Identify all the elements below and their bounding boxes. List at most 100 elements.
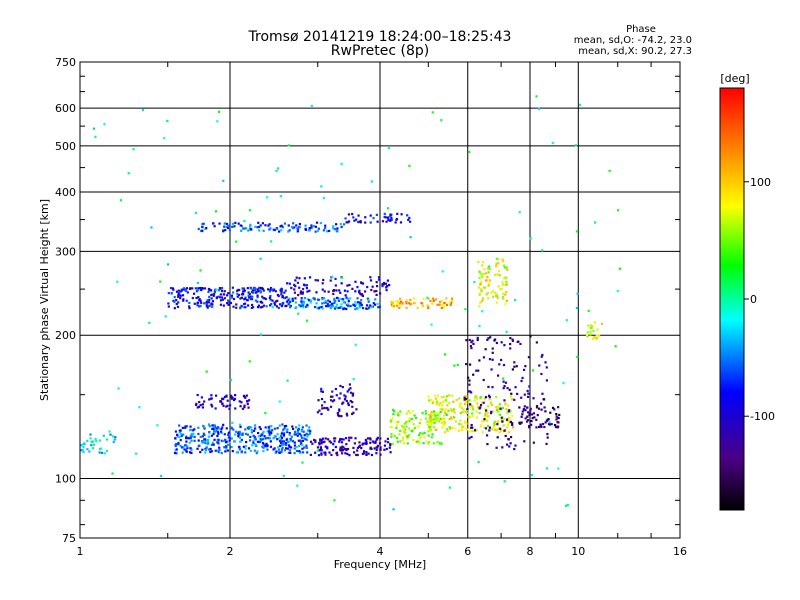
data-point	[497, 285, 500, 288]
data-point	[283, 222, 287, 225]
data-point	[385, 286, 388, 289]
data-point	[302, 430, 305, 433]
data-point	[257, 304, 260, 307]
data-point	[251, 306, 255, 309]
data-point	[300, 434, 303, 437]
data-point	[300, 442, 303, 445]
data-point	[349, 391, 353, 394]
data-point	[301, 461, 304, 464]
data-point	[226, 404, 229, 407]
data-point	[322, 441, 325, 444]
data-point	[90, 440, 93, 443]
data-point	[264, 224, 267, 227]
data-point	[293, 447, 296, 450]
data-point	[262, 289, 265, 292]
data-point	[482, 401, 485, 404]
data-point	[226, 294, 229, 297]
data-point	[315, 291, 318, 294]
data-point	[274, 300, 277, 303]
data-point	[473, 429, 477, 432]
data-point	[447, 409, 450, 412]
data-point	[499, 429, 503, 432]
data-point	[242, 445, 245, 448]
data-point	[293, 226, 296, 229]
data-point	[105, 438, 109, 441]
data-point	[185, 287, 189, 290]
data-point	[398, 433, 401, 436]
data-point	[369, 279, 373, 282]
data-point	[287, 444, 291, 447]
data-point	[241, 287, 244, 290]
data-point	[298, 225, 301, 228]
data-point	[86, 448, 89, 451]
data-point	[305, 432, 308, 435]
data-point	[332, 292, 335, 296]
data-point	[369, 221, 372, 224]
data-point	[197, 432, 200, 436]
data-point	[179, 290, 182, 293]
data-point	[488, 279, 491, 282]
data-point	[213, 225, 216, 228]
data-point	[262, 450, 265, 453]
data-point	[355, 218, 358, 221]
data-point	[189, 287, 192, 290]
data-point	[383, 212, 386, 216]
data-point	[280, 436, 284, 439]
data-point	[358, 289, 361, 292]
data-point	[261, 301, 264, 304]
data-point	[223, 225, 226, 228]
data-point	[307, 228, 310, 232]
data-point	[306, 305, 309, 308]
data-point	[444, 400, 447, 403]
data-point	[469, 426, 473, 429]
data-point	[258, 225, 261, 229]
data-point	[228, 440, 231, 443]
data-point	[448, 418, 451, 421]
data-point	[183, 448, 186, 451]
data-point	[475, 416, 479, 419]
data-point	[365, 440, 368, 443]
data-point	[349, 304, 352, 308]
data-point	[281, 296, 284, 299]
data-point	[141, 108, 145, 112]
data-point	[511, 398, 514, 401]
data-point	[339, 298, 343, 301]
data-point	[293, 283, 296, 286]
data-point	[469, 403, 472, 406]
data-point	[537, 407, 541, 410]
data-point	[433, 394, 436, 397]
data-point	[357, 291, 361, 294]
data-point	[488, 398, 491, 401]
data-point	[178, 424, 181, 427]
data-point	[280, 293, 283, 296]
data-point	[276, 427, 279, 430]
data-point	[323, 406, 326, 410]
data-point	[523, 408, 526, 411]
data-point	[381, 220, 385, 223]
data-point	[462, 408, 465, 411]
data-point	[210, 397, 213, 400]
data-point	[487, 271, 490, 274]
data-point	[224, 450, 227, 453]
data-point	[402, 442, 406, 445]
data-point	[256, 288, 259, 291]
data-point	[249, 297, 252, 301]
data-point	[201, 229, 204, 232]
data-point	[246, 287, 249, 290]
data-point	[89, 433, 92, 436]
data-point	[395, 426, 398, 430]
data-point	[451, 426, 454, 430]
data-point	[445, 395, 449, 398]
data-point	[220, 427, 223, 431]
data-point	[319, 439, 322, 442]
data-point	[522, 368, 526, 371]
data-point	[196, 447, 199, 450]
data-point	[241, 433, 244, 437]
data-point	[324, 453, 327, 456]
data-point	[174, 430, 177, 433]
data-point	[454, 420, 457, 423]
data-point	[245, 227, 248, 230]
data-point	[356, 307, 359, 310]
data-point	[322, 301, 325, 305]
data-point	[229, 404, 232, 407]
